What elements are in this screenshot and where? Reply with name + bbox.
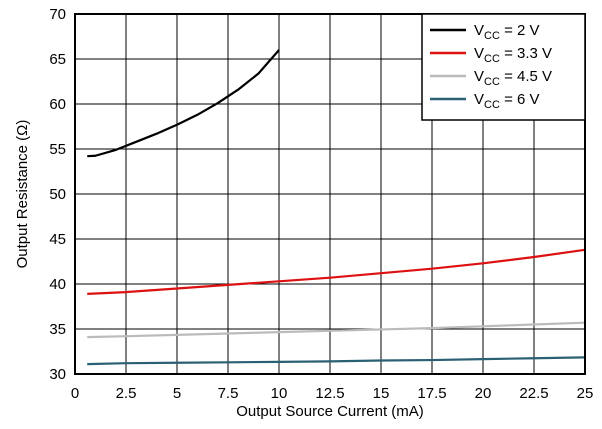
y-tick-label: 40 xyxy=(49,276,66,293)
legend-label: VCC = 4.5 V xyxy=(474,68,552,88)
legend-label-main: V xyxy=(474,91,484,108)
series-line-3 xyxy=(87,321,586,339)
series-line-1 xyxy=(87,49,280,158)
y-tick-label: 50 xyxy=(49,186,66,203)
legend-label: VCC = 2 V xyxy=(474,22,540,42)
x-tick-labels: 0 2.5 5 7.5 10 12.5 15 17.5 20 22.5 25 xyxy=(71,385,594,402)
series-line-2 xyxy=(87,248,586,295)
x-tick-label: 17.5 xyxy=(417,385,446,402)
legend-label-main: V xyxy=(474,45,484,62)
legend-label-sub: CC xyxy=(484,30,500,42)
y-tick-label: 70 xyxy=(49,6,66,23)
x-tick-label: 25 xyxy=(577,385,594,402)
legend-label: VCC = 6 V xyxy=(474,91,540,111)
legend-label-rest: = 4.5 V xyxy=(500,68,552,85)
legend-label: VCC = 3.3 V xyxy=(474,45,552,65)
x-axis-title: Output Source Current (mA) xyxy=(236,403,424,420)
y-tick-labels: 30 35 40 45 50 55 60 65 70 xyxy=(49,6,66,383)
legend-box xyxy=(421,13,586,121)
x-tick-label: 2.5 xyxy=(116,385,137,402)
y-axis-title: Output Resistance (Ω) xyxy=(14,120,31,269)
legend-label-sub: CC xyxy=(484,53,500,65)
legend-label-rest: = 3.3 V xyxy=(500,45,552,62)
plot-frame xyxy=(74,13,586,375)
legend-label-sub: CC xyxy=(484,76,500,88)
legend-label-main: V xyxy=(474,68,484,85)
y-tick-label: 60 xyxy=(49,96,66,113)
x-tick-label: 5 xyxy=(173,385,181,402)
legend-label-rest: = 6 V xyxy=(500,91,540,108)
legend-label-sub: CC xyxy=(484,99,500,111)
y-tick-label: 35 xyxy=(49,321,66,338)
y-tick-label: 65 xyxy=(49,51,66,68)
x-tick-label: 10 xyxy=(271,385,288,402)
x-tick-label: 12.5 xyxy=(315,385,344,402)
x-tick-label: 7.5 xyxy=(218,385,239,402)
x-tick-label: 15 xyxy=(373,385,390,402)
y-tick-label: 30 xyxy=(49,366,66,383)
legend-label-main: V xyxy=(474,22,484,39)
y-tick-label: 45 xyxy=(49,231,66,248)
series-layer xyxy=(87,49,586,366)
y-tick-label: 55 xyxy=(49,141,66,158)
x-tick-label: 0 xyxy=(71,385,79,402)
x-tick-label: 22.5 xyxy=(519,385,548,402)
series-line-4 xyxy=(87,356,586,366)
legend-label-rest: = 2 V xyxy=(500,22,540,39)
x-tick-label: 20 xyxy=(475,385,492,402)
